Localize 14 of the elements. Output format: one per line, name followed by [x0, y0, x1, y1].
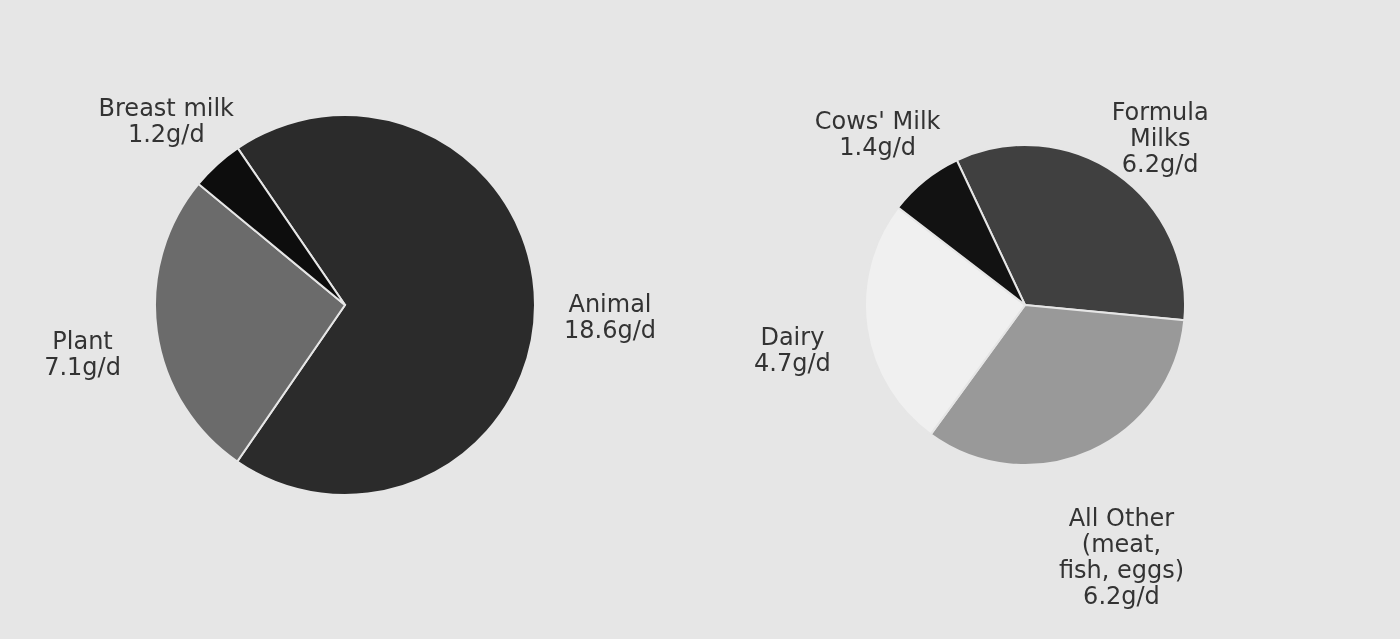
slice-label: Cows' Milk — [814, 106, 941, 135]
data-label: 18.6g/d — [564, 316, 656, 345]
data-label: 6.2g/d — [1083, 582, 1160, 611]
slice-label: Formula Milks — [1111, 97, 1209, 152]
slice-label: Plant — [52, 326, 113, 355]
data-label: 1.2g/d — [127, 120, 205, 149]
data-label: 1.4g/d — [839, 132, 917, 161]
slice-label: Animal — [568, 290, 652, 319]
data-label: 7.1g/d — [44, 352, 121, 381]
slice-label: Breast milk — [98, 94, 235, 123]
slice-label: Dairy — [760, 323, 825, 352]
slice-label: All Other (meat, fish, eggs) — [1058, 504, 1185, 585]
data-label: 6.2g/d — [1121, 149, 1199, 178]
data-label: 4.7g/d — [754, 349, 831, 378]
